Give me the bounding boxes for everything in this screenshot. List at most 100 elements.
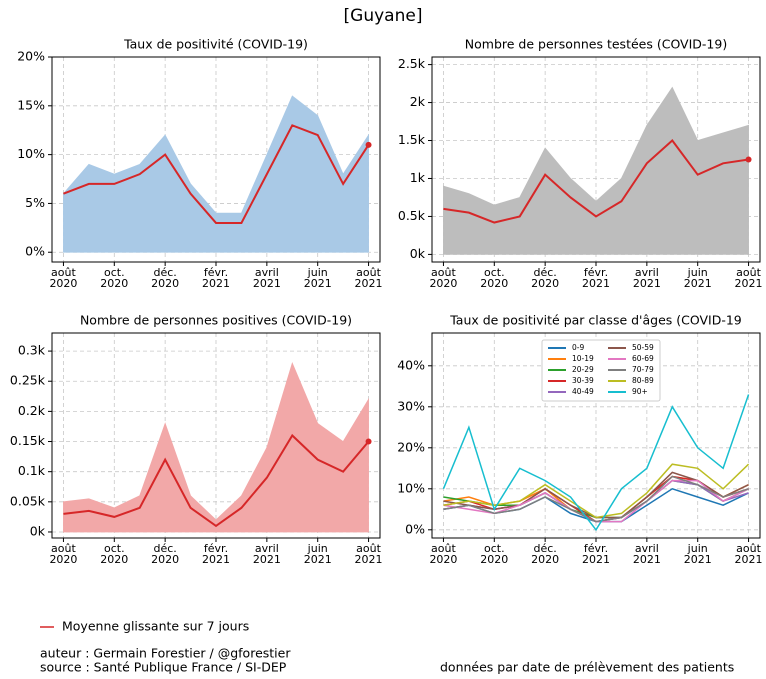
end-marker — [745, 156, 752, 163]
x-tick-label: 2021 — [355, 553, 383, 566]
x-tick-label: 2021 — [253, 277, 281, 290]
x-tick-label: juin — [687, 542, 708, 555]
x-tick-label: 2021 — [735, 553, 763, 566]
y-tick-label: 0.3k — [18, 343, 46, 358]
legend-label: 50-59 — [632, 343, 654, 352]
y-tick-label: 0.5k — [398, 208, 426, 223]
y-tick-label: 2.5k — [398, 56, 426, 71]
y-tick-label: 20% — [17, 49, 45, 64]
x-tick-label: 2020 — [480, 277, 508, 290]
legend-label: 30-39 — [572, 376, 594, 385]
x-tick-label: avril — [255, 266, 279, 279]
x-tick-label: 2020 — [100, 553, 128, 566]
x-tick-label: 2021 — [633, 277, 661, 290]
legend-label: 10-19 — [572, 354, 594, 363]
y-tick-label: 0% — [405, 521, 425, 536]
x-tick-label: août — [356, 266, 381, 279]
line — [443, 475, 749, 523]
note: données par date de prélèvement des pati… — [440, 660, 734, 675]
legend-label: 70-79 — [632, 365, 654, 374]
x-tick-label: 2020 — [151, 277, 179, 290]
legend-label: 40-49 — [572, 387, 594, 396]
y-tick-label: 2k — [410, 94, 426, 109]
y-tick-label: 0.1k — [18, 463, 46, 478]
x-tick-label: août — [736, 542, 761, 555]
x-tick-label: déc. — [533, 266, 556, 279]
y-tick-label: 40% — [397, 357, 425, 372]
plot-frame — [431, 56, 761, 263]
x-tick-label: juin — [687, 266, 708, 279]
chart-title: Taux de positivité par classe d'âges (CO… — [449, 313, 742, 328]
x-tick-label: déc. — [533, 542, 556, 555]
x-tick-label: 2021 — [202, 553, 230, 566]
x-tick-label: avril — [635, 542, 659, 555]
plot-frame — [51, 332, 381, 539]
x-tick-label: 2020 — [531, 553, 559, 566]
x-tick-label: 2021 — [202, 277, 230, 290]
x-tick-label: oct. — [484, 266, 505, 279]
x-tick-label: avril — [255, 542, 279, 555]
x-tick-label: avril — [635, 266, 659, 279]
x-tick-label: févr. — [584, 542, 608, 555]
x-tick-label: juin — [307, 266, 328, 279]
x-tick-label: 2021 — [684, 553, 712, 566]
x-tick-label: août — [51, 542, 76, 555]
x-tick-label: 2021 — [253, 553, 281, 566]
legend-label: 90+ — [632, 387, 648, 396]
y-tick-label: 10% — [397, 480, 425, 495]
x-tick-label: août — [356, 542, 381, 555]
area — [63, 361, 369, 533]
x-tick-label: août — [736, 266, 761, 279]
y-tick-label: 0.25k — [10, 373, 46, 388]
area — [443, 86, 749, 255]
x-tick-label: 2020 — [49, 277, 77, 290]
y-tick-label: 0.2k — [18, 403, 46, 418]
source: source : Santé Publique France / SI-DEP — [40, 660, 287, 675]
x-tick-label: févr. — [204, 266, 228, 279]
x-tick-label: juin — [307, 542, 328, 555]
y-tick-label: 0% — [25, 244, 45, 259]
y-tick-label: 10% — [17, 146, 45, 161]
y-tick-label: 0.15k — [10, 433, 46, 448]
x-tick-label: 2020 — [429, 553, 457, 566]
line — [63, 124, 370, 224]
y-tick-label: 0k — [410, 246, 426, 261]
line — [63, 433, 370, 528]
author: auteur : Germain Forestier / @gforestier — [40, 646, 291, 661]
plot-frame — [51, 56, 381, 263]
line — [443, 463, 750, 519]
chart-title: Nombre de personnes positives (COVID-19) — [80, 313, 352, 328]
x-tick-label: févr. — [204, 542, 228, 555]
x-tick-label: oct. — [104, 266, 125, 279]
chart-title: Nombre de personnes testées (COVID-19) — [465, 37, 727, 52]
x-tick-label: 2020 — [531, 277, 559, 290]
legend-label: 0-9 — [572, 343, 584, 352]
y-tick-label: 0.05k — [10, 493, 46, 508]
figure-title: [Guyane] — [344, 6, 423, 26]
x-tick-label: 2021 — [633, 553, 661, 566]
x-tick-label: 2020 — [429, 277, 457, 290]
area — [63, 95, 369, 253]
plot-frame — [431, 332, 761, 539]
y-tick-label: 1.5k — [398, 132, 426, 147]
end-marker — [365, 438, 372, 445]
y-tick-label: 20% — [397, 439, 425, 454]
y-tick-label: 15% — [17, 97, 45, 112]
y-tick-label: 0k — [30, 523, 46, 538]
x-tick-label: 2020 — [480, 553, 508, 566]
line — [442, 394, 750, 532]
x-tick-label: 2021 — [355, 277, 383, 290]
x-tick-label: 2021 — [582, 553, 610, 566]
y-tick-label: 1k — [410, 170, 426, 185]
x-tick-label: 2021 — [304, 277, 332, 290]
x-tick-label: déc. — [153, 542, 176, 555]
line — [443, 139, 749, 224]
y-tick-label: 30% — [397, 398, 425, 413]
legend-label: Moyenne glissante sur 7 jours — [62, 619, 249, 634]
chart-title: Taux de positivité (COVID-19) — [123, 37, 308, 52]
x-tick-label: 2021 — [684, 277, 712, 290]
x-tick-label: 2021 — [582, 277, 610, 290]
legend-label: 80-89 — [632, 376, 654, 385]
y-tick-label: 5% — [25, 195, 45, 210]
